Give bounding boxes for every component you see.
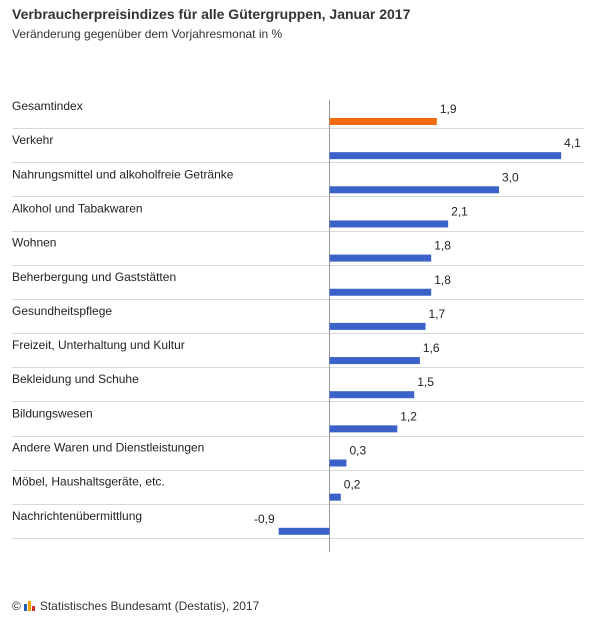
bar bbox=[329, 118, 437, 125]
bar bbox=[329, 357, 420, 365]
value-label: 1,2 bbox=[400, 409, 417, 423]
value-label: 0,3 bbox=[349, 444, 366, 458]
bar bbox=[329, 459, 347, 467]
bar bbox=[329, 391, 415, 399]
value-label: 3,0 bbox=[502, 170, 519, 184]
copyright-symbol: © bbox=[12, 599, 21, 613]
bar bbox=[329, 425, 398, 433]
category-label: Alkohol und Tabakwaren bbox=[12, 201, 143, 215]
category-label: Nachrichtenübermittlung bbox=[12, 509, 142, 523]
bar bbox=[329, 152, 562, 160]
value-label: 1,7 bbox=[429, 307, 446, 321]
bar bbox=[329, 254, 432, 262]
bar bbox=[329, 220, 449, 228]
value-label: 4,1 bbox=[564, 136, 581, 150]
category-label: Möbel, Haushaltsgeräte, etc. bbox=[12, 475, 165, 489]
category-label: Bildungswesen bbox=[12, 406, 93, 420]
source-text: Statistisches Bundesamt (Destatis), 2017 bbox=[39, 599, 260, 613]
source-footer: © Statistisches Bundesamt (Destatis), 20… bbox=[12, 599, 259, 613]
value-label: 1,5 bbox=[417, 375, 434, 389]
category-label: Verkehr bbox=[12, 133, 53, 147]
category-label: Wohnen bbox=[12, 236, 56, 250]
value-label: 0,2 bbox=[344, 478, 361, 492]
chart-title: Verbraucherpreisindizes für alle Gütergr… bbox=[12, 6, 411, 22]
bar bbox=[329, 288, 432, 296]
value-label: 1,6 bbox=[423, 341, 440, 355]
category-label: Freizeit, Unterhaltung und Kultur bbox=[12, 338, 185, 352]
chart-subtitle: Veränderung gegenüber dem Vorjahresmonat… bbox=[12, 27, 283, 41]
value-label: 1,8 bbox=[434, 273, 451, 287]
value-label: 1,8 bbox=[434, 239, 451, 253]
bar-chart: Gesamtindex 1,9 Verkehr 4,1 Nahrungsmittel u… bbox=[12, 99, 584, 552]
value-label: -0,9 bbox=[254, 512, 275, 526]
category-label: Nahrungsmittel und alkoholfreie Getränke bbox=[12, 167, 234, 181]
bar bbox=[329, 493, 341, 501]
bar bbox=[329, 322, 426, 330]
category-label: Beherbergung und Gaststätten bbox=[12, 270, 176, 284]
destatis-logo-icon bbox=[23, 601, 35, 611]
bar bbox=[329, 186, 499, 194]
value-label: 1,9 bbox=[440, 102, 457, 116]
category-label: Bekleidung und Schuhe bbox=[12, 372, 139, 386]
category-label: Andere Waren und Dienstleistungen bbox=[12, 441, 204, 455]
category-label: Gesamtindex bbox=[12, 99, 83, 113]
value-label: 2,1 bbox=[451, 204, 468, 218]
category-label: Gesundheitspflege bbox=[12, 304, 112, 318]
bar bbox=[278, 527, 330, 535]
